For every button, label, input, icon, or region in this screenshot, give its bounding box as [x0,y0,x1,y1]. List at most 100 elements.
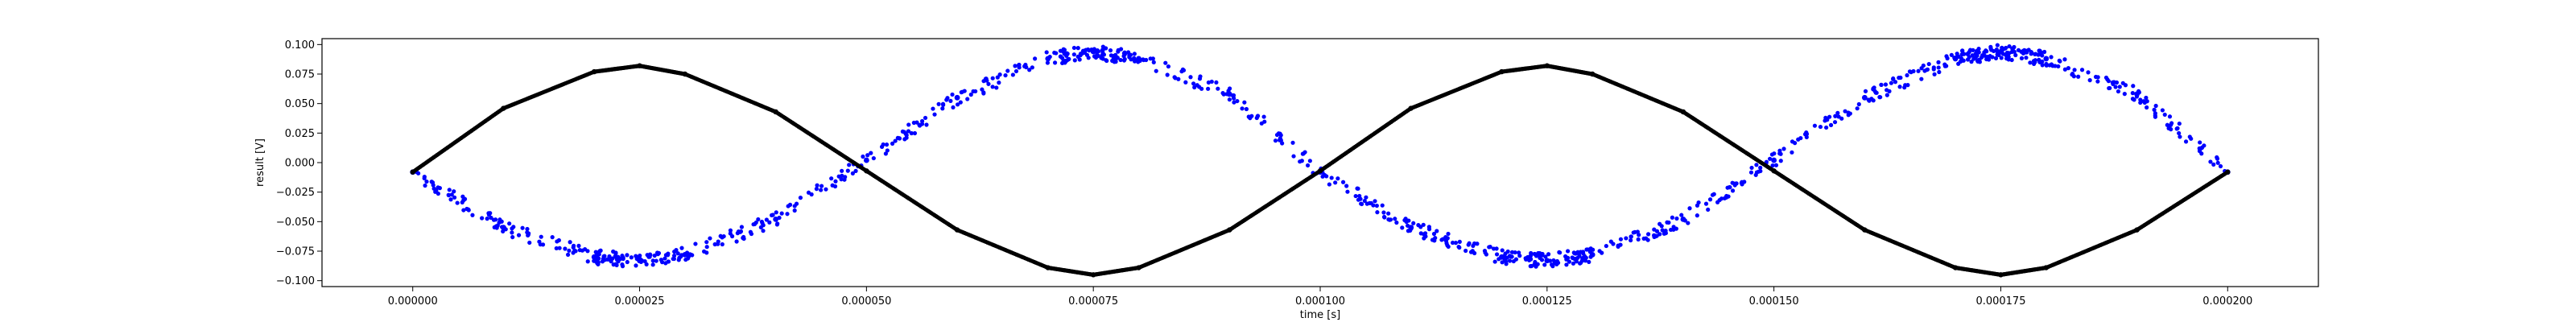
data-point [1771,157,1777,163]
scatter-dot [1276,131,1282,136]
scatter-dot [585,259,590,264]
scatter-dot [1542,262,1547,267]
scatter-dot [1104,58,1109,64]
scatter-dot [571,243,576,248]
scatter-dot [1711,192,1716,196]
scatter-dot [940,101,946,106]
scatter-dot [1877,95,1882,100]
scatter-dot [904,133,909,138]
scatter-dot [1132,59,1137,64]
scatter-dot [1856,101,1861,107]
scatter-dot [973,89,978,94]
scatter-dot [2144,95,2149,101]
scatter-dot [2122,92,2127,97]
scatter-dot [642,258,647,264]
scatter-dot [2079,68,2085,72]
scatter-dot [1141,57,1146,63]
scatter-dot [1472,241,1477,246]
scatter-dot [1099,56,1104,60]
scatter-dot [2165,122,2169,127]
scatter-dot [1054,51,1059,56]
scatter-dot [1637,233,1641,237]
y-tick-label: −0.050 [276,217,315,229]
scatter-dot [830,183,835,188]
scatter-dot [1364,195,1368,200]
scatter-dot [449,192,454,197]
scatter-dot [1573,256,1578,262]
scatter-dot [686,254,691,259]
scatter-dot [520,225,525,230]
scatter-dot [511,225,516,229]
scatter-dot [767,220,772,225]
y-tick-label: −0.075 [276,246,315,258]
scatter-dot [1576,251,1582,256]
scatter-dot [1188,75,1193,80]
scatter-dot [1421,222,1426,227]
scatter-dot [1772,151,1777,156]
scatter-dot [2049,55,2054,60]
scatter-dot [585,249,590,254]
scatter-dot [1839,116,1844,121]
y-tick-label: 0.075 [285,69,315,81]
scatter-dot [2037,57,2041,62]
scatter-dot [845,168,850,173]
scatter-dot [1047,54,1052,60]
scatter-dot [865,153,870,158]
scatter-dot [1533,263,1538,268]
scatter-dot [1104,46,1108,51]
scatter-dot [2086,70,2091,75]
scatter-dot [2183,139,2189,144]
scatter-dot [1724,195,1728,200]
x-tick-label: 0.000150 [1749,295,1799,308]
scatter-dot [1027,68,1032,72]
scatter-dot [735,231,740,236]
scatter-dot [1959,52,1964,57]
scatter-dot [1624,236,1629,241]
scatter-dot [1883,82,1889,87]
scatter-dot [1494,246,1499,251]
scatter-dot [1214,80,1219,85]
scatter-dot [704,245,709,250]
scatter-dot [1994,47,1999,52]
scatter-dot [650,262,655,267]
scatter-dot [1936,60,1941,64]
scatter-dot [2006,57,2011,62]
scatter-dot [455,200,460,205]
scatter-dot [2211,162,2216,167]
scatter-dot [491,217,497,222]
scatter-dot [2016,47,2021,52]
scatter-dot [1373,199,1377,204]
x-tick-label: 0.000000 [388,295,438,308]
scatter-dot [447,188,452,192]
scatter-dot [675,251,680,256]
scatter-dot [806,190,811,195]
scatter-dot [1030,65,1034,70]
scatter-dot [2174,126,2179,131]
scatter-dot [1418,231,1423,236]
scatter-dot [495,223,500,228]
scatter-dot [1108,47,1113,53]
scatter-dot [1608,239,1613,244]
scatter-dot [2040,59,2045,64]
scatter-dot [1564,262,1569,267]
scatter-dot [1527,258,1532,262]
scatter-dot [1564,257,1569,262]
scatter-dot [2024,56,2029,60]
scatter-dot [1176,76,1181,81]
scatter-dot [510,234,515,240]
scatter-dot [1122,50,1127,55]
scatter-dot [1905,83,1910,88]
scatter-dot [1674,226,1678,231]
scatter-dot [1921,63,1926,68]
scatter-dot [1226,89,1231,93]
scatter-dot [638,259,643,265]
scatter-dot [815,183,819,188]
y-tick-label: 0.000 [285,158,315,170]
scatter-dot [1446,231,1451,237]
scatter-dot [537,239,542,244]
scatter-dot [1262,119,1267,124]
scatter-dot [1754,163,1759,167]
scatter-dot [1500,248,1505,253]
scatter-dot [683,257,688,262]
scatter-dot [1949,52,1954,57]
